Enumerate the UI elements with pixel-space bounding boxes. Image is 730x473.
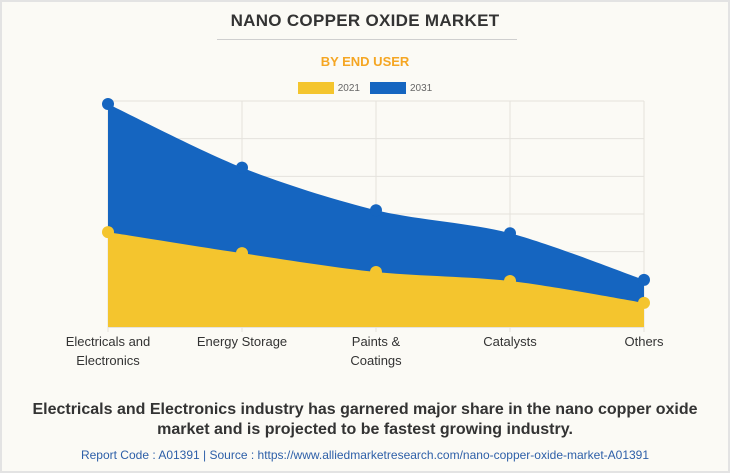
- legend: 2021 2031: [2, 82, 728, 94]
- title-divider: [217, 39, 517, 40]
- x-axis-labels: Electricals and Electronics Energy Storage…: [66, 334, 664, 368]
- legend-label-2021: 2021: [337, 82, 360, 94]
- data-point-2031: [236, 161, 248, 174]
- data-point-2021: [102, 226, 114, 239]
- chart-title: NANO COPPER OXIDE MARKET: [230, 11, 500, 30]
- source-line[interactable]: Report Code : A01391 | Source : https://…: [80, 448, 650, 462]
- data-point-2021: [504, 275, 516, 288]
- data-point-2021: [638, 296, 650, 309]
- data-point-2021: [370, 266, 382, 279]
- x-tick-label: Others: [624, 334, 664, 349]
- legend-swatch-2021: [297, 82, 334, 94]
- x-tick-label: Catalysts: [483, 334, 537, 349]
- legend-swatch-2031: [370, 82, 406, 94]
- series-markers: [102, 98, 650, 309]
- x-tick-label: Electricals and Electronics: [66, 334, 151, 368]
- chart-subtitle: BY END USER: [320, 54, 410, 69]
- data-point-2021: [236, 247, 248, 260]
- data-point-2031: [638, 273, 650, 286]
- legend-item-2031[interactable]: 2031: [370, 82, 432, 94]
- legend-item-2021[interactable]: 2021: [297, 82, 360, 94]
- legend-label-2031: 2031: [410, 82, 433, 94]
- data-point-2031: [370, 204, 382, 217]
- x-tick-label: Energy Storage: [197, 334, 287, 349]
- x-tick-label: Paints & Coatings: [350, 334, 402, 368]
- data-point-2031: [102, 98, 114, 111]
- data-point-2031: [504, 227, 516, 240]
- chart-caption: Electricals and Electronics industry has…: [32, 401, 698, 438]
